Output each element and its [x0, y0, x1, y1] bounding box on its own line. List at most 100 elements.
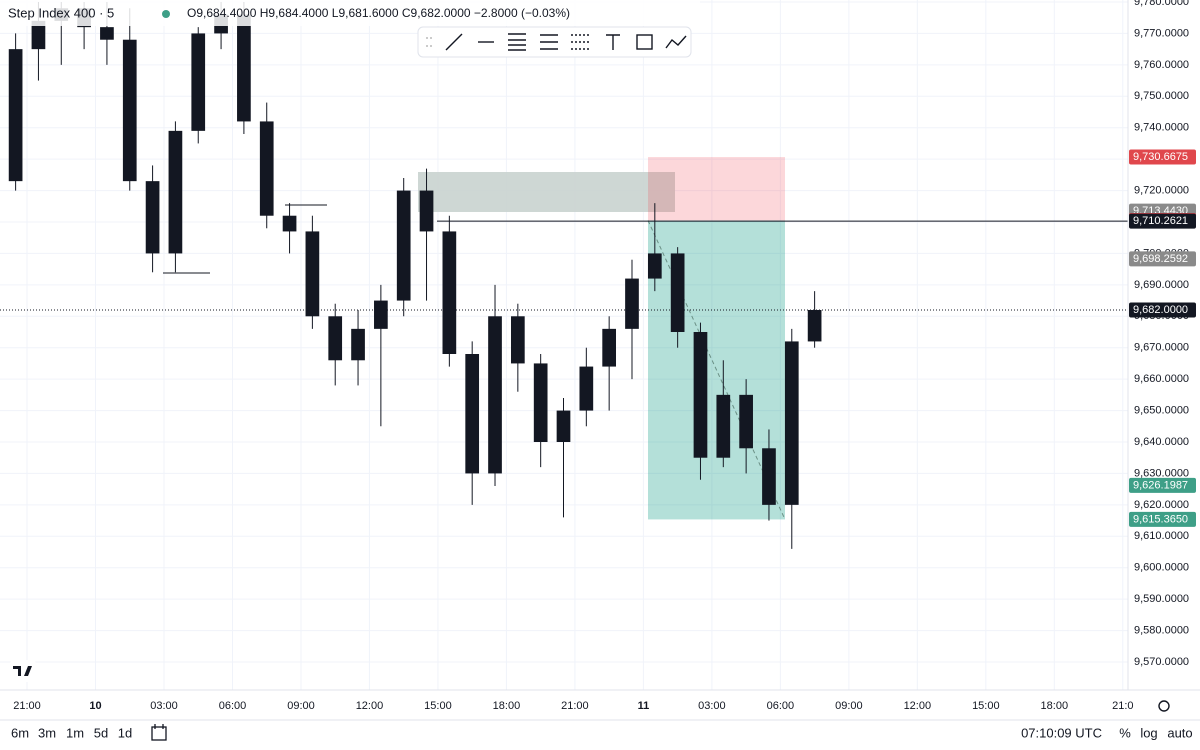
calendar-icon[interactable]	[154, 724, 164, 729]
candle-body	[510, 316, 525, 364]
x-tick-label: 10	[89, 700, 101, 712]
clock: 07:10:09 UTC	[1021, 725, 1102, 740]
channel-tool[interactable]	[540, 34, 558, 50]
x-tick-label: 12:00	[904, 700, 932, 712]
candle-body	[168, 130, 183, 254]
timeframe-button[interactable]: 3m	[38, 725, 56, 740]
y-tick-label: 9,720.0000	[1134, 184, 1189, 196]
rectangle-tool[interactable]	[636, 34, 653, 50]
price-label: 9,615.3650	[1133, 513, 1188, 525]
x-tick-label: 15:00	[972, 700, 1000, 712]
stop-zone	[648, 157, 785, 221]
pattern-tool[interactable]	[665, 35, 687, 49]
settings-button[interactable]	[1158, 700, 1170, 712]
grip	[426, 37, 428, 39]
price-label-bg	[1129, 251, 1196, 267]
grid	[0, 0, 1128, 690]
candle-body	[282, 215, 297, 232]
candle-body	[739, 394, 753, 449]
candle-body	[579, 366, 594, 411]
y-tick-label: 9,760.0000	[1134, 59, 1189, 71]
logo	[10, 660, 36, 682]
y-tick-label: 9,570.0000	[1134, 656, 1189, 668]
x-tick-label: 12:00	[356, 700, 384, 712]
y-tick-label: 9,650.0000	[1134, 404, 1189, 416]
drawing-toolbar	[417, 26, 692, 58]
candle-body	[762, 448, 776, 505]
candle-body	[784, 341, 799, 505]
y-tick-label: 9,740.0000	[1134, 122, 1189, 134]
scale-option[interactable]: %	[1119, 725, 1131, 740]
candle-body	[442, 231, 457, 354]
price-label-bg	[1129, 511, 1196, 527]
y-tick-label: 9,780.0000	[1134, 0, 1189, 8]
scale-option[interactable]: auto	[1167, 725, 1192, 740]
price-label-bg	[1129, 477, 1196, 493]
candle-body	[8, 49, 23, 182]
price-label: 9,682.0000	[1133, 304, 1188, 316]
text-tool[interactable]	[606, 34, 620, 50]
candle-body	[533, 363, 548, 442]
symbol: Step Index 400 · 5	[8, 5, 114, 20]
grip	[430, 45, 432, 47]
candle-body	[191, 33, 206, 131]
zone-box	[418, 172, 675, 212]
x-tick-label: 18:00	[493, 700, 521, 712]
timeframe-button[interactable]: 6m	[11, 725, 29, 740]
candle-body	[237, 14, 251, 122]
candle-body	[305, 231, 320, 317]
candle-body	[100, 27, 114, 40]
price-label: 9,730.6675	[1133, 151, 1188, 163]
x-tick-label: 11	[638, 700, 650, 712]
candle-body	[31, 20, 46, 50]
x-tick-label: 18:00	[1041, 700, 1069, 712]
candle-body	[396, 190, 411, 301]
grip	[426, 45, 428, 47]
price-label-bg	[1129, 302, 1196, 318]
date-range-button[interactable]	[151, 724, 167, 741]
x-tick-label: 03:00	[698, 700, 726, 712]
x-tick-label: 15:00	[424, 700, 452, 712]
grip	[430, 37, 432, 39]
y-tick-label: 9,580.0000	[1134, 624, 1189, 636]
price-label: 9,710.2621	[1133, 215, 1188, 227]
trend-line-tool[interactable]	[445, 33, 463, 51]
x-tick-label: 21:0	[1112, 700, 1133, 712]
y-tick-label: 9,600.0000	[1134, 562, 1189, 574]
candle-body	[625, 278, 639, 329]
candle-body	[556, 410, 571, 442]
overlay	[0, 220, 1128, 311]
candle-body	[351, 328, 365, 361]
candle-body	[259, 121, 274, 216]
x-tick-label: 09:00	[287, 700, 315, 712]
timeframe-button[interactable]: 1m	[66, 725, 84, 740]
price-label-bg	[1129, 149, 1196, 165]
candles	[8, 2, 822, 549]
candle-body	[122, 39, 137, 182]
fib-tool[interactable]	[508, 33, 526, 51]
x-tick-label: 21:00	[561, 700, 589, 712]
candle-body	[693, 332, 708, 458]
logo-bg	[10, 660, 36, 682]
candle-body	[419, 190, 434, 232]
calendar-icon[interactable]	[151, 726, 167, 741]
y-tick-label: 9,610.0000	[1134, 530, 1189, 542]
y-tick-label: 9,660.0000	[1134, 373, 1189, 385]
timeframe-button[interactable]: 1d	[118, 725, 132, 740]
ohlc: O9,684.4000 H9,684.4000 L9,681.6000 C9,6…	[187, 6, 570, 20]
scale-option[interactable]: log	[1140, 725, 1157, 740]
candle-body	[374, 300, 388, 329]
price-label-bg	[1129, 213, 1196, 229]
candle-body	[647, 253, 662, 279]
price-label: 9,698.2592	[1133, 253, 1188, 265]
x-tick-label: 21:00	[13, 700, 41, 712]
timeframe-button[interactable]: 5d	[94, 725, 108, 740]
x-tick-label: 06:00	[219, 700, 247, 712]
x-tick-label: 09:00	[835, 700, 863, 712]
candle-body	[602, 328, 617, 367]
pitchfork-tool[interactable]	[571, 34, 589, 50]
status-dot	[162, 10, 170, 18]
header-bg	[0, 0, 700, 26]
candle-body	[465, 354, 480, 474]
